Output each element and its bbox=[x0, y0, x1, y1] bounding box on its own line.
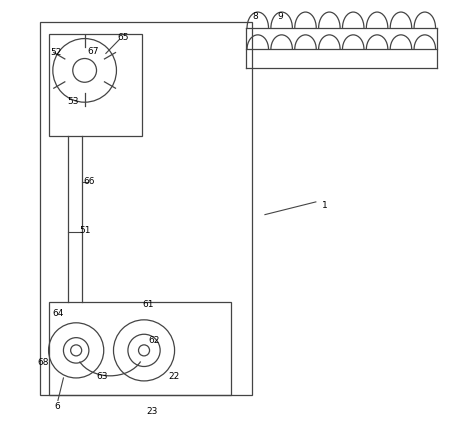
Text: 66: 66 bbox=[83, 177, 95, 186]
Text: 53: 53 bbox=[67, 96, 79, 105]
Text: 62: 62 bbox=[148, 336, 159, 345]
Text: 67: 67 bbox=[87, 47, 99, 56]
Bar bbox=[40, 23, 252, 395]
Text: 8: 8 bbox=[253, 12, 258, 21]
Text: 9: 9 bbox=[277, 12, 283, 21]
Text: 1: 1 bbox=[322, 200, 327, 209]
Text: 61: 61 bbox=[142, 299, 154, 308]
Text: 51: 51 bbox=[79, 225, 91, 234]
Text: 22: 22 bbox=[168, 371, 179, 380]
Text: 52: 52 bbox=[50, 48, 62, 57]
Text: 68: 68 bbox=[38, 357, 49, 366]
Text: 63: 63 bbox=[96, 371, 108, 380]
Text: 64: 64 bbox=[52, 308, 64, 317]
Text: 65: 65 bbox=[117, 33, 128, 42]
Text: 6: 6 bbox=[54, 401, 60, 410]
Text: 23: 23 bbox=[147, 406, 158, 415]
Bar bbox=[49, 302, 231, 395]
Bar bbox=[49, 35, 142, 137]
